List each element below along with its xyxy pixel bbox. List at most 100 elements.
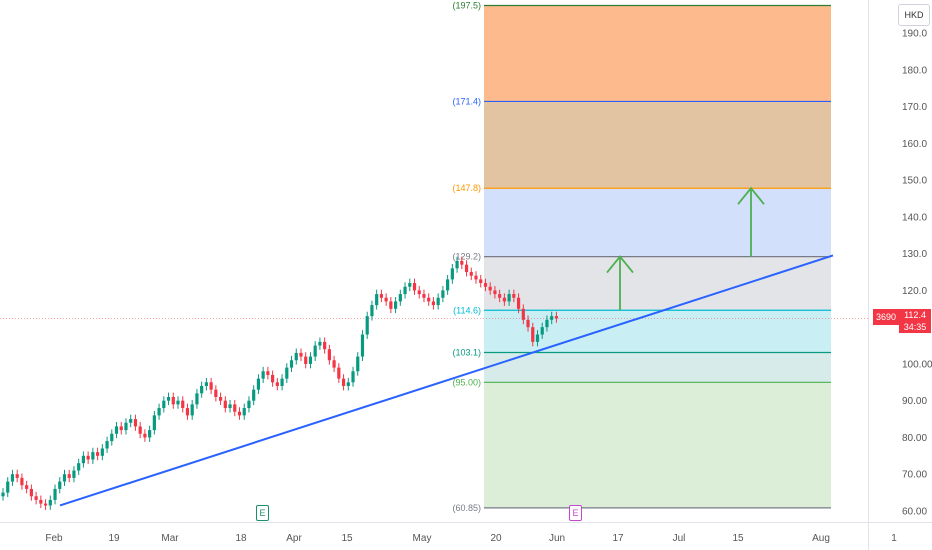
candle xyxy=(323,341,327,350)
fib-zone xyxy=(484,188,831,257)
candle xyxy=(114,426,119,434)
candle xyxy=(53,488,57,500)
candle xyxy=(370,305,374,317)
fib-level-label: (171.4) xyxy=(452,96,481,106)
y-tick-label: 150.0 xyxy=(902,176,927,187)
y-tick-label: 140.0 xyxy=(902,212,927,223)
candle xyxy=(252,389,256,401)
trendline xyxy=(59,254,834,507)
last-price-tag: 3690 112.4 34:35 xyxy=(873,309,932,333)
candle xyxy=(427,297,431,302)
candle xyxy=(25,485,29,489)
candle xyxy=(261,371,265,379)
candle xyxy=(1,492,5,497)
candle xyxy=(498,294,502,298)
candle xyxy=(550,316,554,320)
candle xyxy=(29,488,33,497)
candle xyxy=(72,470,76,478)
candle xyxy=(10,474,15,482)
fib-zone xyxy=(484,382,831,508)
candle xyxy=(20,477,24,486)
candle xyxy=(228,404,232,409)
fib-level-label: (147.8) xyxy=(452,183,481,193)
candle xyxy=(554,316,559,319)
candle xyxy=(218,397,223,401)
candle xyxy=(441,290,445,298)
fib-zone xyxy=(484,310,831,353)
candle xyxy=(266,371,270,375)
candle xyxy=(512,294,516,298)
candle xyxy=(299,352,303,357)
y-tick-label: 120.0 xyxy=(902,286,927,297)
candle xyxy=(393,301,398,309)
x-tick-label: Apr xyxy=(286,533,302,544)
candle xyxy=(535,334,540,342)
candle xyxy=(176,400,180,405)
candle xyxy=(233,404,237,412)
candle xyxy=(389,301,393,309)
fib-level-label: (197.5) xyxy=(452,1,481,11)
candle xyxy=(304,356,308,364)
candle xyxy=(507,294,511,302)
candle xyxy=(96,452,100,456)
x-tick-label: 1 xyxy=(891,533,897,544)
candle xyxy=(204,382,208,386)
x-tick-label: Mar xyxy=(161,533,179,544)
x-tick-label: Jul xyxy=(673,533,686,544)
candle xyxy=(100,448,104,456)
y-tick-label: 160.0 xyxy=(902,139,927,150)
candle xyxy=(337,367,341,379)
candle xyxy=(162,400,166,409)
candle xyxy=(195,393,199,405)
candle xyxy=(133,419,138,427)
candle xyxy=(34,496,38,500)
fib-zone xyxy=(484,256,831,311)
x-tick-label: Jun xyxy=(549,533,565,544)
x-tick-label: 19 xyxy=(108,533,120,544)
fib-level-label: (129.2) xyxy=(452,252,481,262)
candle xyxy=(327,349,331,361)
candle xyxy=(152,415,156,431)
candle xyxy=(502,297,506,302)
y-tick-label: 90.00 xyxy=(902,396,927,407)
candle xyxy=(521,308,525,320)
fib-zone xyxy=(484,101,831,189)
candle xyxy=(436,297,440,306)
y-tick-label: 70.00 xyxy=(902,470,927,481)
candle xyxy=(531,327,535,342)
candle xyxy=(417,290,421,295)
candle xyxy=(62,474,67,482)
candle xyxy=(242,408,246,416)
candle xyxy=(398,294,402,302)
earnings-marker-icon[interactable]: E xyxy=(569,505,582,521)
candle xyxy=(119,426,123,431)
fib-zone xyxy=(484,352,831,383)
candle xyxy=(375,294,379,306)
candle xyxy=(247,400,251,409)
candle xyxy=(43,503,48,506)
fib-level-label: (60.85) xyxy=(452,503,481,513)
candle xyxy=(450,268,454,280)
candle xyxy=(190,404,194,416)
candle xyxy=(275,382,279,386)
candle xyxy=(185,408,190,416)
currency-label[interactable]: HKD xyxy=(898,4,930,26)
earnings-marker-icon[interactable]: E xyxy=(256,505,269,521)
candle xyxy=(81,455,86,464)
candle xyxy=(58,481,62,489)
candle xyxy=(15,474,19,478)
target-arrow-head xyxy=(737,186,765,205)
candle xyxy=(464,264,469,273)
candle xyxy=(143,433,147,438)
candle xyxy=(516,297,521,309)
candle xyxy=(200,385,204,394)
candle xyxy=(526,319,530,328)
candle xyxy=(483,283,488,287)
candle xyxy=(181,400,185,409)
candle xyxy=(91,452,95,460)
y-tick-label: 100.00 xyxy=(902,359,932,370)
candle xyxy=(157,408,161,416)
candle xyxy=(285,367,289,379)
candle xyxy=(474,275,478,280)
